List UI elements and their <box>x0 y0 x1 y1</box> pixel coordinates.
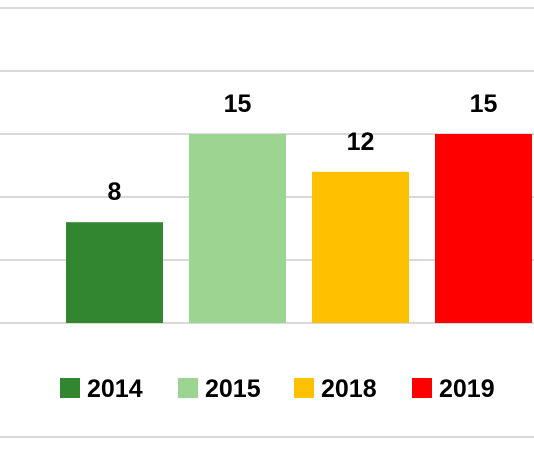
legend-swatch-2014 <box>60 378 80 398</box>
bars <box>66 134 532 323</box>
data-labels: 8 15 12 15 <box>108 90 498 206</box>
legend-label-2015: 2015 <box>205 375 261 403</box>
bar-2018 <box>312 171 409 323</box>
data-label-2018: 12 <box>347 128 375 156</box>
data-label-2019: 15 <box>470 90 498 118</box>
bar-2015 <box>189 134 286 323</box>
legend-label-2018: 2018 <box>321 375 377 403</box>
bar-2019 <box>435 134 532 323</box>
legend-label-2019: 2019 <box>439 375 495 403</box>
data-label-2015: 15 <box>224 90 252 118</box>
legend-swatch-2018 <box>294 378 314 398</box>
legend: 2014 2015 2018 2019 <box>60 375 495 403</box>
legend-label-2014: 2014 <box>87 375 143 403</box>
legend-swatch-2015 <box>178 378 198 398</box>
bar-2014 <box>66 222 163 323</box>
data-label-2014: 8 <box>108 178 122 206</box>
legend-swatch-2019 <box>412 378 432 398</box>
